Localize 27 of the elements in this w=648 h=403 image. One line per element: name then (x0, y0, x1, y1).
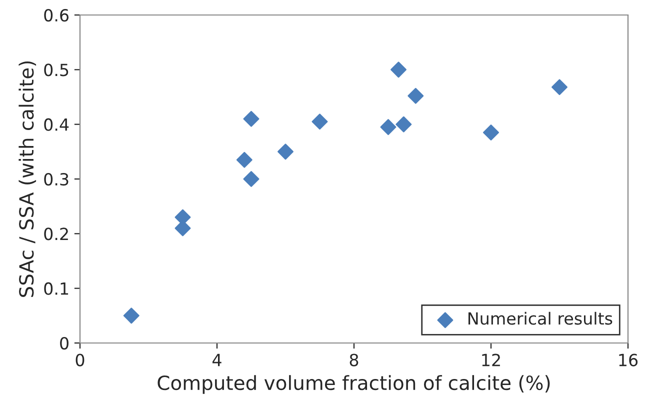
point (278, 144, 294, 160)
point (123, 308, 140, 324)
point (380, 119, 396, 136)
x-tick-label: 8 (350, 354, 358, 366)
point (243, 171, 260, 187)
point (396, 116, 412, 132)
x-tick-label: 12 (482, 354, 500, 366)
x-axis-title: Computed volume fraction of calcite (%) (158, 375, 550, 394)
point (243, 110, 260, 127)
legend-label: Numerical results (468, 312, 612, 325)
y-tick-label: 0.3 (44, 172, 68, 186)
point (552, 79, 568, 96)
y-axis-title: SSAc / SSA (with calcite) (18, 61, 36, 297)
y-tick-label: 0.5 (44, 64, 68, 76)
point (312, 114, 328, 130)
y-tick-label: 0.4 (44, 118, 69, 131)
x-tick-label: 4 (212, 354, 222, 366)
x-tick-label: 16 (619, 354, 638, 366)
point (483, 124, 499, 141)
point (390, 62, 407, 78)
y-tick-label: 0 (60, 336, 68, 350)
point (236, 152, 252, 168)
x-tick-label: 0 (76, 354, 84, 366)
point (408, 88, 424, 104)
y-tick-label: 0.1 (44, 282, 68, 295)
y-tick-label: 0.6 (44, 8, 69, 22)
y-tick-label: 0.2 (44, 228, 68, 240)
